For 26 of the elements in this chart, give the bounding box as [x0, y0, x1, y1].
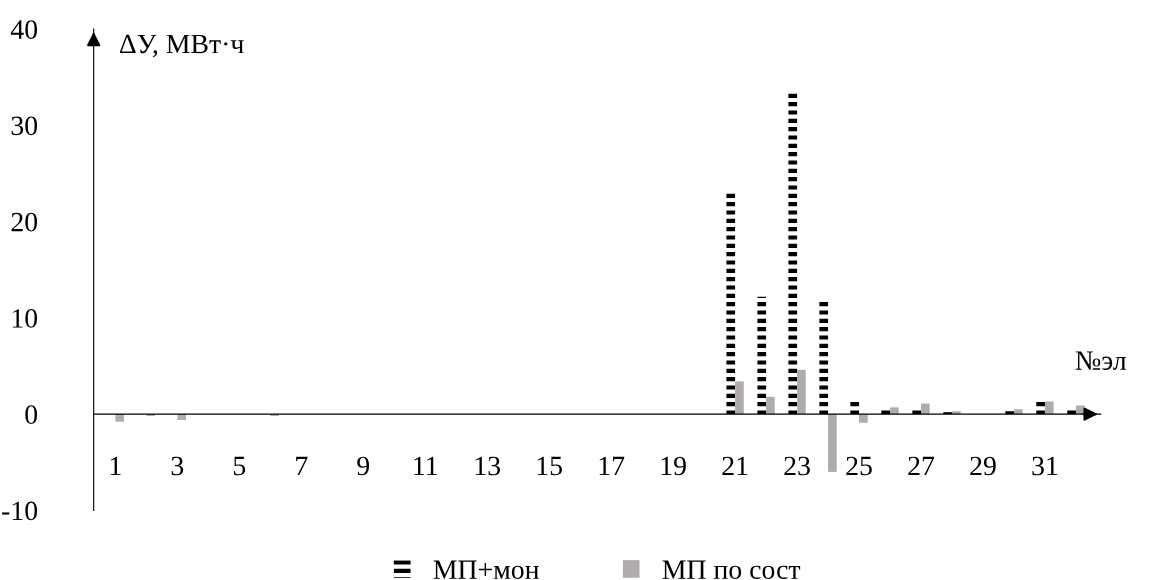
x-tick-label: 29: [970, 456, 996, 476]
x-tick-label: 23: [784, 456, 810, 476]
x-tick-label: 11: [414, 456, 437, 476]
y-tick-label: 40: [10, 20, 38, 39]
x-tick-label: 7: [296, 456, 308, 476]
legend-label: МП+мон: [433, 560, 539, 580]
y-tick-label: -10: [2, 501, 38, 521]
x-axis-title: №эл: [1075, 351, 1126, 370]
x-tick-label: 31: [1032, 456, 1058, 476]
x-tick-label: 9: [357, 456, 370, 476]
y-tick-label: 30: [11, 116, 38, 136]
x-tick-label: 3: [171, 456, 184, 476]
x-tick-label: 19: [661, 456, 686, 476]
x-tick-label: 25: [846, 456, 872, 476]
x-tick-label: 1: [110, 456, 121, 476]
y-tick-label: 0: [25, 405, 38, 425]
x-tick-label: 21: [722, 456, 748, 476]
x-tick-label: 17: [599, 456, 625, 476]
x-tick-label: 15: [537, 456, 562, 476]
y-tick-label: 20: [11, 212, 38, 232]
x-tick-label: 5: [233, 456, 246, 476]
y-tick-label: 10: [12, 309, 38, 328]
y-axis-title: ΔУ, МВт·ч: [119, 34, 244, 58]
x-tick-label: 27: [908, 456, 935, 476]
x-tick-label: 13: [475, 456, 501, 476]
legend-label: МП по сост: [662, 560, 801, 580]
